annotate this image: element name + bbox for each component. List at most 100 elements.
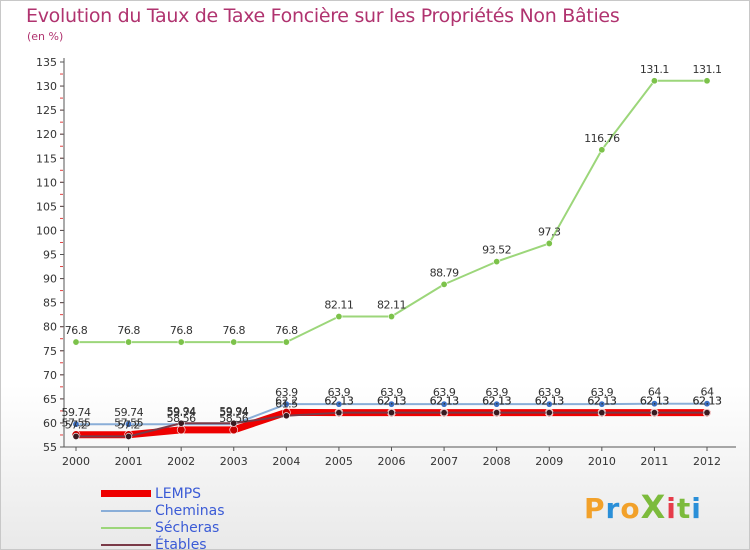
data-label-etables: 62.13 [482, 395, 511, 408]
legend-item-secheras: Sécheras [101, 519, 361, 536]
chart-title: Evolution du Taux de Taxe Foncière sur l… [26, 5, 620, 27]
data-point-cheminas [545, 400, 553, 408]
data-point-etables [230, 419, 238, 427]
data-label-cheminas: 63.9 [275, 386, 298, 399]
data-label-secheras: 88.79 [430, 266, 459, 279]
x-tick-label: 2011 [640, 455, 668, 468]
y-tick-label: 80 [43, 321, 57, 334]
data-point-cheminas [650, 400, 658, 408]
data-point-secheras [598, 146, 606, 154]
data-label-etables: 62.13 [377, 395, 406, 408]
data-label-secheras: 76.8 [117, 324, 140, 337]
x-tick-label: 2007 [430, 455, 458, 468]
logo-letter: o [620, 492, 641, 525]
x-tick-label: 2001 [115, 455, 143, 468]
data-label-cheminas: 59.74 [219, 406, 248, 419]
y-tick-label: 85 [43, 297, 57, 310]
y-tick-label: 100 [36, 224, 57, 237]
data-label-secheras: 116.76 [584, 132, 620, 145]
logo-letter: r [605, 492, 621, 525]
data-label-secheras: 131.1 [640, 63, 669, 76]
data-point-secheras [387, 313, 395, 321]
y-tick-label: 120 [36, 128, 57, 141]
data-label-lemps: 62.13 [693, 395, 722, 408]
unit-label: (en %) [27, 30, 64, 43]
x-tick-label: 2006 [378, 455, 406, 468]
data-label-lemps: 62.13 [324, 395, 353, 408]
data-point-etables [125, 432, 133, 440]
y-tick-label: 110 [36, 176, 57, 189]
data-label-etables: 61.5 [275, 398, 298, 411]
data-label-cheminas: 63.9 [380, 386, 403, 399]
logo-letter: i [691, 492, 702, 525]
x-tick-label: 2002 [167, 455, 195, 468]
data-point-secheras [282, 338, 290, 346]
data-point-etables [545, 409, 553, 417]
x-tick-label: 2012 [693, 455, 721, 468]
data-point-secheras [72, 338, 80, 346]
legend-label: LEMPS [155, 485, 202, 502]
data-point-etables [72, 432, 80, 440]
data-point-etables [598, 409, 606, 417]
data-label-lemps: 62.13 [430, 395, 459, 408]
x-tick-label: 2003 [220, 455, 248, 468]
data-label-secheras: 82.11 [324, 299, 353, 312]
y-tick-label: 60 [43, 417, 57, 430]
data-point-etables [282, 412, 290, 420]
data-point-cheminas [493, 400, 501, 408]
data-label-etables: 57.2 [117, 418, 140, 431]
y-tick-label: 105 [36, 200, 57, 213]
data-point-secheras [230, 338, 238, 346]
data-label-secheras: 82.11 [377, 299, 406, 312]
data-point-secheras [335, 313, 343, 321]
y-tick-label: 70 [43, 369, 57, 382]
data-point-secheras [703, 77, 711, 85]
data-label-lemps: 57.55 [114, 417, 143, 430]
logo-letter: i [666, 492, 677, 525]
data-point-cheminas [335, 400, 343, 408]
data-point-cheminas [440, 400, 448, 408]
legend-item-etables: Étables [101, 536, 361, 550]
y-tick-label: 130 [36, 80, 57, 93]
data-label-etables: 62.13 [640, 395, 669, 408]
legend-label: Étables [155, 536, 207, 550]
data-point-cheminas [125, 420, 133, 428]
data-point-etables [177, 419, 185, 427]
data-point-cheminas [387, 400, 395, 408]
x-tick-label: 2004 [272, 455, 300, 468]
data-point-cheminas [72, 420, 80, 428]
x-tick-label: 2009 [535, 455, 563, 468]
data-label-secheras: 76.8 [65, 324, 88, 337]
y-tick-label: 115 [36, 152, 57, 165]
data-label-cheminas: 64 [701, 386, 714, 399]
y-tick-label: 90 [43, 273, 57, 286]
data-label-etables: 62.13 [535, 395, 564, 408]
data-label-lemps: 62.2 [275, 394, 298, 407]
data-point-etables [650, 409, 658, 417]
data-label-lemps: 58.56 [167, 412, 196, 425]
x-tick-label: 2000 [62, 455, 90, 468]
y-tick-label: 65 [43, 393, 57, 406]
data-point-secheras [125, 338, 133, 346]
data-label-lemps: 62.13 [482, 395, 511, 408]
legend-swatch [101, 543, 151, 546]
logo-letter: X [640, 488, 667, 526]
data-point-etables [335, 409, 343, 417]
data-label-secheras: 93.52 [482, 244, 511, 257]
x-tick-label: 2005 [325, 455, 353, 468]
x-tick-label: 2010 [588, 455, 616, 468]
y-tick-label: 75 [43, 345, 57, 358]
data-label-secheras: 76.8 [223, 324, 246, 337]
data-point-secheras [545, 239, 553, 247]
data-label-cheminas: 59.74 [114, 406, 143, 419]
proxiti-logo[interactable]: ProXiti [584, 488, 702, 526]
data-point-etables [703, 409, 711, 417]
data-point-cheminas [282, 400, 290, 408]
data-label-lemps: 62.13 [535, 395, 564, 408]
data-point-secheras [440, 280, 448, 288]
x-tick-label: 2008 [483, 455, 511, 468]
data-point-lemps [176, 425, 186, 435]
data-point-etables [493, 409, 501, 417]
